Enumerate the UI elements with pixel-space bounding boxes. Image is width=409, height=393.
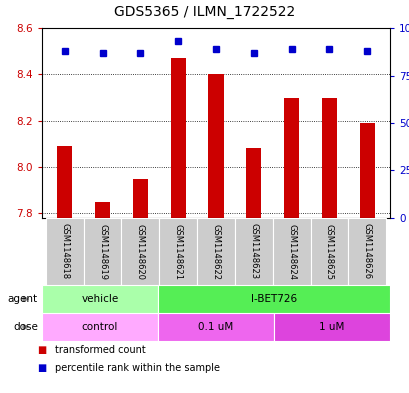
- Text: agent: agent: [8, 294, 38, 304]
- Text: GSM1148620: GSM1148620: [135, 224, 144, 279]
- Bar: [159, 218, 197, 285]
- Bar: [208, 74, 223, 218]
- Text: GSM1148621: GSM1148621: [173, 224, 182, 279]
- Bar: [197, 218, 234, 285]
- Text: ■: ■: [37, 363, 46, 373]
- Bar: [121, 218, 159, 285]
- Text: 1 uM: 1 uM: [319, 322, 344, 332]
- Bar: [57, 146, 72, 218]
- Text: ■: ■: [37, 345, 46, 355]
- Bar: [359, 123, 374, 218]
- Text: vehicle: vehicle: [81, 294, 118, 304]
- Text: 0.1 uM: 0.1 uM: [198, 322, 233, 332]
- Bar: [321, 97, 336, 218]
- Bar: [283, 97, 299, 218]
- Bar: [310, 218, 348, 285]
- Bar: [42, 285, 157, 313]
- Bar: [348, 218, 385, 285]
- Text: GSM1148624: GSM1148624: [286, 224, 295, 279]
- Bar: [133, 178, 148, 218]
- Bar: [95, 202, 110, 218]
- Bar: [273, 313, 389, 341]
- Bar: [272, 218, 310, 285]
- Bar: [157, 285, 389, 313]
- Bar: [246, 149, 261, 218]
- Bar: [83, 218, 121, 285]
- Text: percentile rank within the sample: percentile rank within the sample: [55, 363, 220, 373]
- Text: GSM1148622: GSM1148622: [211, 224, 220, 279]
- Text: GSM1148625: GSM1148625: [324, 224, 333, 279]
- Text: dose: dose: [13, 322, 38, 332]
- Text: control: control: [82, 322, 118, 332]
- Bar: [46, 218, 83, 285]
- Bar: [42, 313, 157, 341]
- Text: GSM1148619: GSM1148619: [98, 224, 107, 279]
- Bar: [157, 313, 273, 341]
- Text: transformed count: transformed count: [55, 345, 146, 355]
- Bar: [170, 58, 185, 218]
- Text: I-BET726: I-BET726: [250, 294, 297, 304]
- Bar: [234, 218, 272, 285]
- Text: GSM1148626: GSM1148626: [362, 224, 371, 279]
- Text: GSM1148618: GSM1148618: [60, 224, 69, 279]
- Text: GSM1148623: GSM1148623: [249, 224, 258, 279]
- Text: GDS5365 / ILMN_1722522: GDS5365 / ILMN_1722522: [114, 5, 295, 19]
